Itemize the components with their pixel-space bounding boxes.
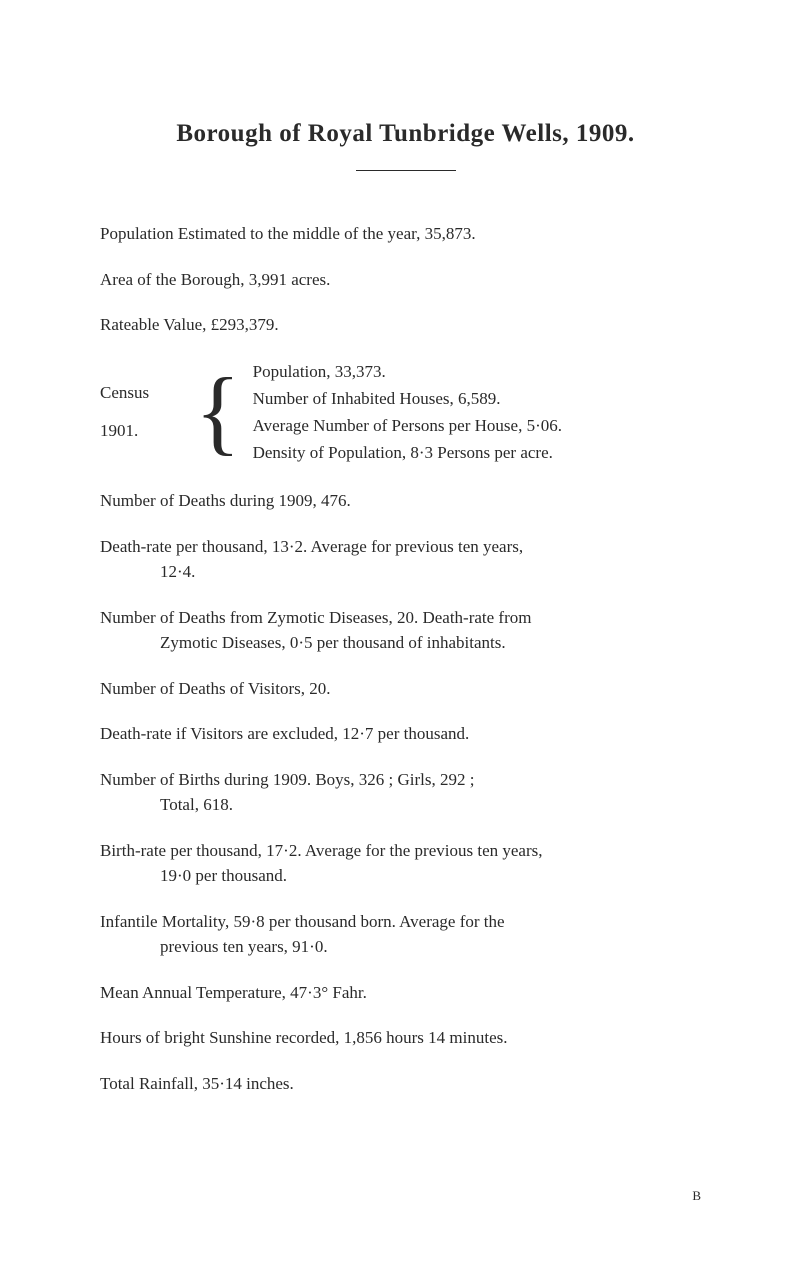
- zymotic-line2: Zymotic Diseases, 0·5 per thousand of in…: [100, 633, 506, 652]
- infantile-mortality: Infantile Mortality, 59·8 per thousand b…: [100, 909, 711, 960]
- births: Number of Births during 1909. Boys, 326 …: [100, 767, 711, 818]
- deaths-1909: Number of Deaths during 1909, 476.: [100, 488, 711, 514]
- total-rainfall: Total Rainfall, 35·14 inches.: [100, 1071, 711, 1097]
- title-rule: [356, 170, 456, 171]
- zymotic-line1: Number of Deaths from Zymotic Diseases, …: [100, 608, 531, 627]
- birth-rate-line2: 19·0 per thousand.: [100, 866, 287, 885]
- census-details: Population, 33,373. Number of Inhabited …: [245, 358, 562, 467]
- census-density: Density of Population, 8·3 Persons per a…: [245, 439, 562, 466]
- death-rate-line2: 12·4.: [100, 562, 195, 581]
- census-label-top: Census: [100, 374, 195, 411]
- census-population: Population, 33,373.: [245, 358, 562, 385]
- census-houses: Number of Inhabited Houses, 6,589.: [245, 385, 562, 412]
- curly-brace-icon: {: [195, 369, 245, 455]
- mean-temperature: Mean Annual Temperature, 47·3° Fahr.: [100, 980, 711, 1006]
- birth-rate: Birth-rate per thousand, 17·2. Average f…: [100, 838, 711, 889]
- page-signature-mark: B: [692, 1188, 701, 1204]
- zymotic: Number of Deaths from Zymotic Diseases, …: [100, 605, 711, 656]
- rateable-value: Rateable Value, £293,379.: [100, 312, 711, 338]
- population-estimate: Population Estimated to the middle of th…: [100, 221, 711, 247]
- page-title: Borough of Royal Tunbridge Wells, 1909.: [100, 120, 711, 148]
- census-label: Census 1901.: [100, 374, 195, 449]
- births-line2: Total, 618.: [100, 795, 233, 814]
- census-persons-per-house: Average Number of Persons per House, 5·0…: [245, 412, 562, 439]
- infantile-line2: previous ten years, 91·0.: [100, 937, 328, 956]
- visitor-rate: Death-rate if Visitors are excluded, 12·…: [100, 721, 711, 747]
- death-rate: Death-rate per thousand, 13·2. Average f…: [100, 534, 711, 585]
- sunshine-hours: Hours of bright Sunshine recorded, 1,856…: [100, 1025, 711, 1051]
- birth-rate-line1: Birth-rate per thousand, 17·2. Average f…: [100, 841, 542, 860]
- death-rate-line1: Death-rate per thousand, 13·2. Average f…: [100, 537, 523, 556]
- census-block: Census 1901. { Population, 33,373. Numbe…: [100, 358, 711, 467]
- infantile-line1: Infantile Mortality, 59·8 per thousand b…: [100, 912, 505, 931]
- visitor-deaths: Number of Deaths of Visitors, 20.: [100, 676, 711, 702]
- census-label-year: 1901.: [100, 412, 195, 449]
- area-line: Area of the Borough, 3,991 acres.: [100, 267, 711, 293]
- births-line1: Number of Births during 1909. Boys, 326 …: [100, 770, 474, 789]
